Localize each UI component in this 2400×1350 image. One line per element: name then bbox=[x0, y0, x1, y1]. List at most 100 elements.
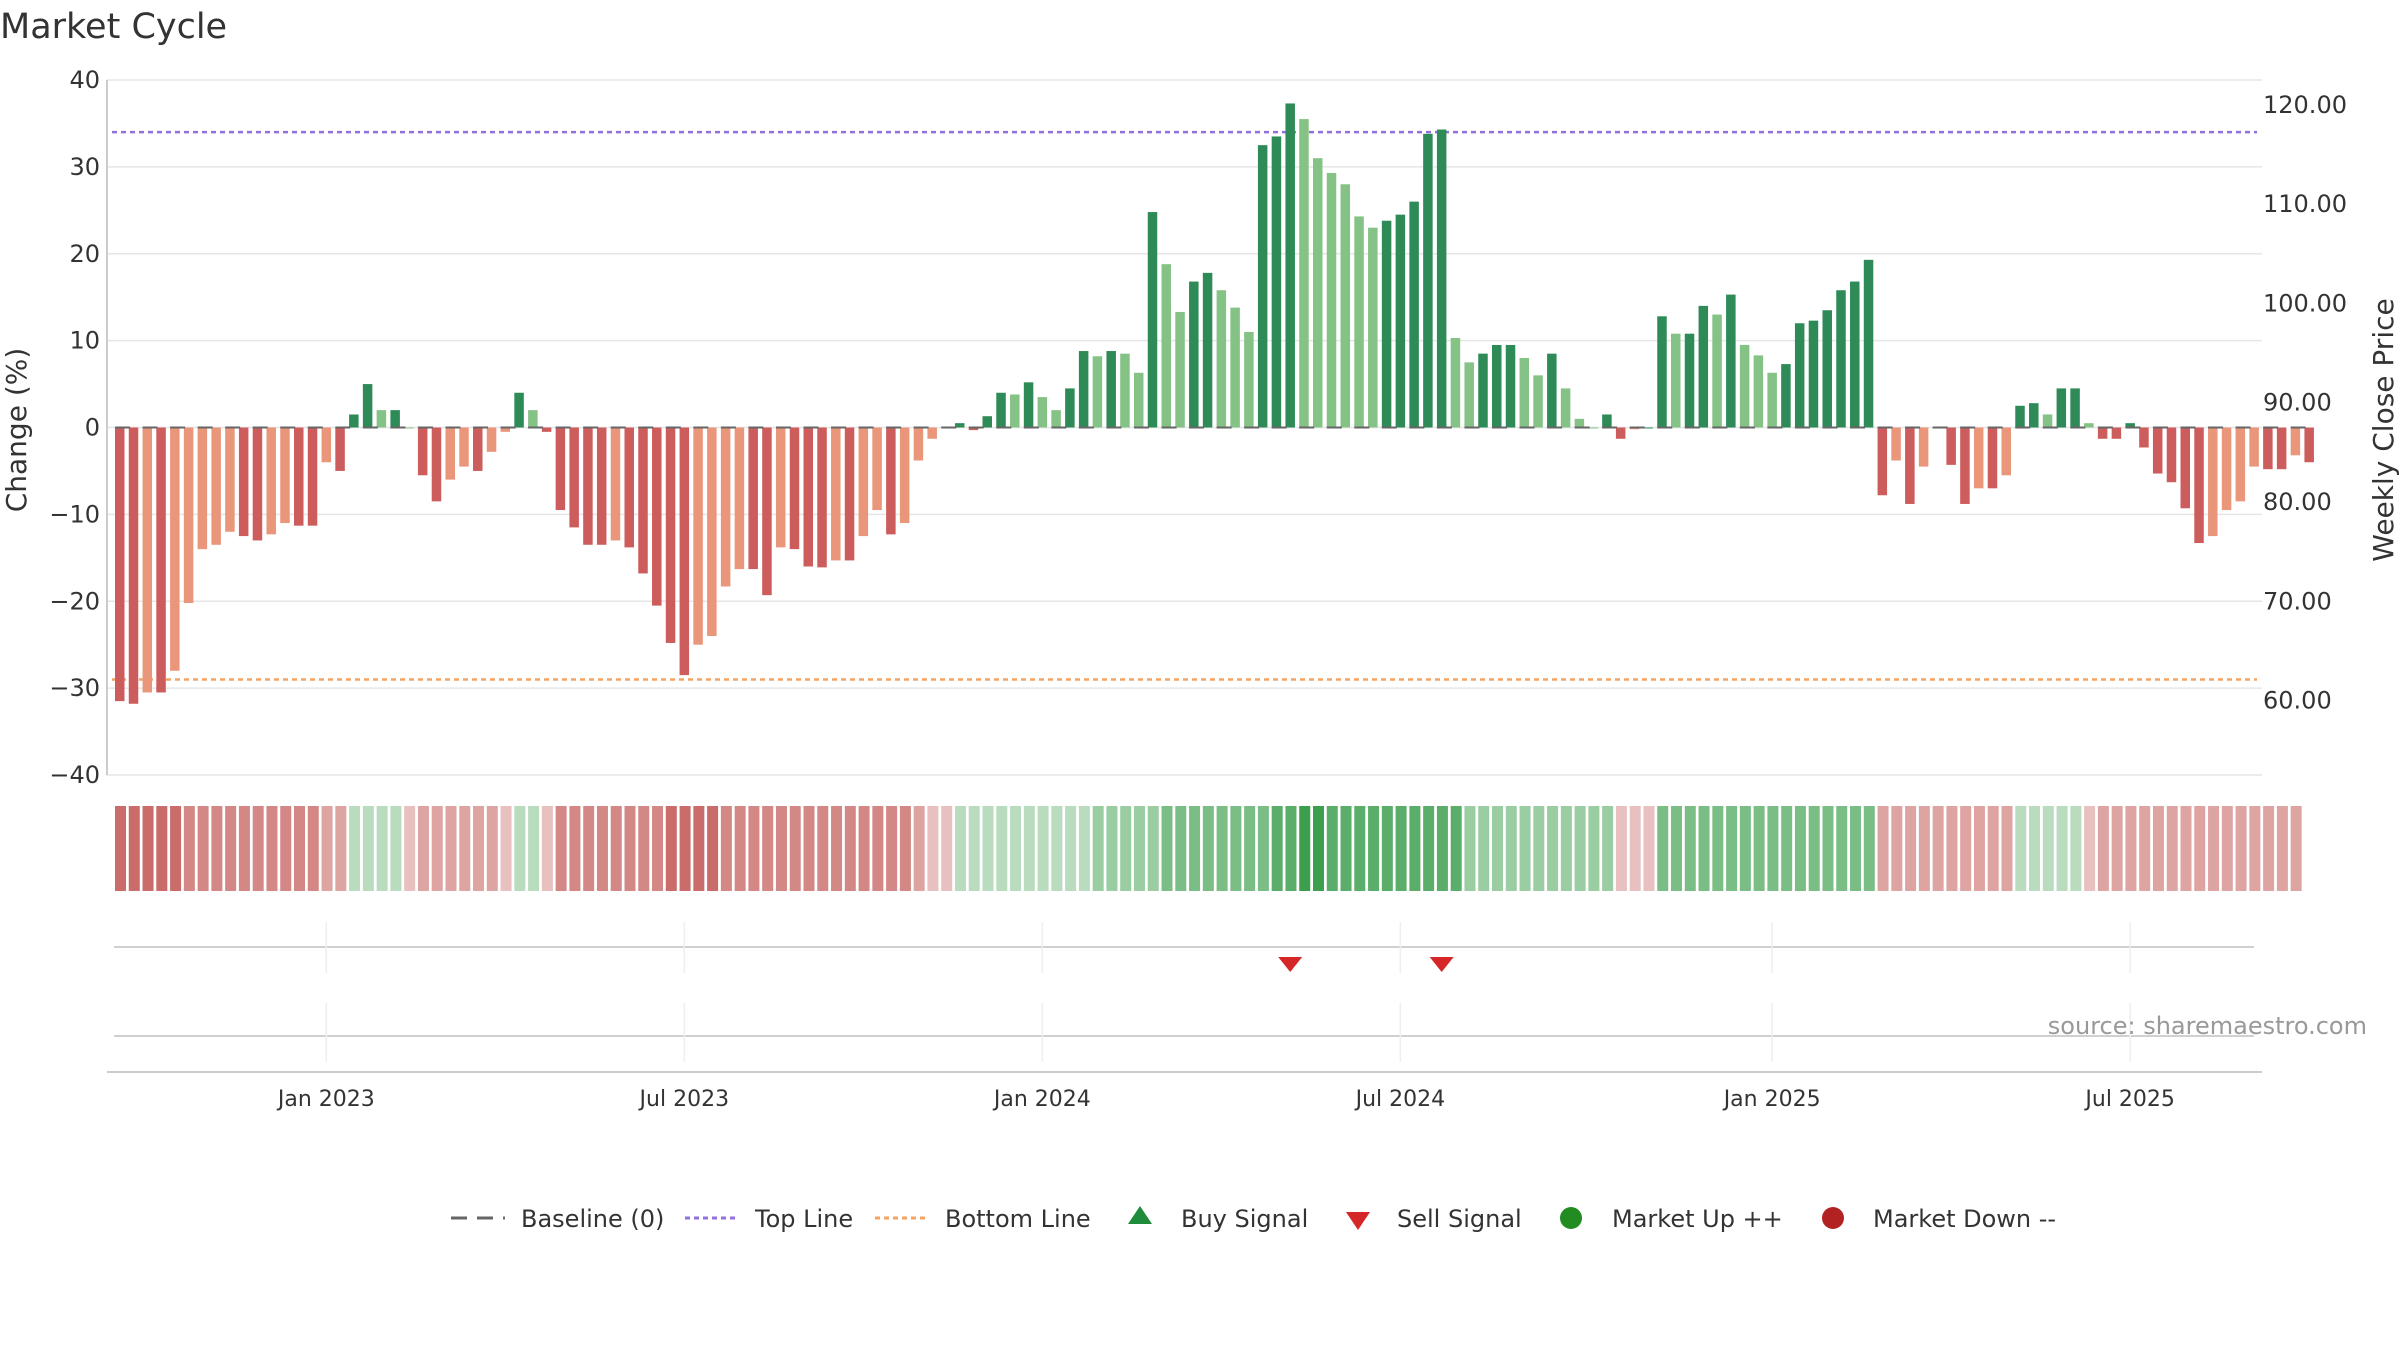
change-bar bbox=[803, 427, 813, 567]
change-bar bbox=[183, 427, 194, 603]
change-bar bbox=[238, 427, 249, 537]
change-bar bbox=[665, 427, 676, 643]
y-axis-ticks: 40 30 20 10 0 −10 −20 −30 −40 bbox=[49, 66, 100, 789]
change-bar bbox=[844, 427, 855, 561]
change-bar bbox=[1863, 259, 1874, 428]
change-bar bbox=[1147, 212, 1158, 428]
heat-cell bbox=[197, 806, 209, 891]
change-bar bbox=[170, 427, 180, 671]
heat-cell bbox=[128, 806, 140, 891]
legend-label-market-up: Market Up ++ bbox=[1612, 1205, 1783, 1233]
change-bar bbox=[1836, 290, 1846, 428]
heat-cell bbox=[886, 806, 898, 891]
change-bar bbox=[1574, 418, 1585, 428]
sell-signal-triangle-icon bbox=[1346, 1212, 1370, 1230]
legend-item-market-down[interactable]: Market Down -- bbox=[1822, 1205, 2056, 1233]
change-bar bbox=[2029, 403, 2039, 428]
heat-cell bbox=[844, 806, 856, 891]
heat-cell bbox=[1244, 806, 1256, 891]
heat-cell bbox=[500, 806, 512, 891]
change-bar bbox=[2084, 423, 2094, 428]
change-bar bbox=[1395, 214, 1406, 428]
legend-item-buy-signal[interactable]: Buy Signal bbox=[1128, 1205, 1308, 1233]
heat-cell bbox=[1602, 806, 1614, 891]
change-bar bbox=[1918, 427, 1929, 467]
heat-cell bbox=[1133, 806, 1145, 891]
heat-cell bbox=[748, 806, 760, 891]
heat-cell bbox=[2056, 806, 2068, 891]
change-bar bbox=[211, 427, 221, 545]
heat-cell bbox=[417, 806, 429, 891]
heat-cell bbox=[1271, 806, 1283, 891]
x-tick-label: Jul 2023 bbox=[638, 1087, 730, 1112]
change-bar bbox=[1106, 351, 1116, 428]
change-bar bbox=[720, 427, 731, 587]
x-tick-label: Jul 2024 bbox=[1354, 1087, 1446, 1112]
y2-tick-label: 110.00 bbox=[2263, 190, 2347, 218]
change-bar bbox=[2304, 427, 2314, 463]
change-bar bbox=[335, 427, 345, 471]
change-bar bbox=[266, 427, 276, 535]
change-bar bbox=[1189, 281, 1199, 428]
heat-cell bbox=[1257, 806, 1269, 891]
change-bar bbox=[1065, 388, 1075, 428]
legend-item-market-up[interactable]: Market Up ++ bbox=[1560, 1205, 1783, 1233]
signal-markers bbox=[1278, 957, 1454, 972]
heat-cell bbox=[528, 806, 540, 891]
heat-cell bbox=[1973, 806, 1985, 891]
change-bar bbox=[2097, 427, 2108, 439]
change-bar bbox=[1560, 388, 1571, 428]
x-tick-label: Jan 2024 bbox=[992, 1087, 1091, 1112]
source-label: source: sharemaestro.com bbox=[2048, 1012, 2367, 1040]
heat-cell bbox=[1189, 806, 1201, 891]
change-bar bbox=[1753, 355, 1764, 428]
heat-cell bbox=[1794, 806, 1806, 891]
change-bar bbox=[2235, 427, 2246, 502]
heat-cell bbox=[762, 806, 774, 891]
heat-cell bbox=[1684, 806, 1696, 891]
heat-cell bbox=[1615, 806, 1627, 891]
y-tick-label: 20 bbox=[69, 240, 100, 268]
heat-cell bbox=[1698, 806, 1710, 891]
market-down-dot-icon bbox=[1822, 1207, 1844, 1229]
change-bar bbox=[2125, 423, 2135, 428]
heat-cell bbox=[2290, 806, 2302, 891]
heat-cell bbox=[1932, 806, 1944, 891]
change-bar bbox=[349, 414, 359, 428]
y-tick-label: −20 bbox=[49, 587, 100, 615]
change-bar bbox=[404, 427, 414, 429]
y-tick-label: 0 bbox=[85, 414, 100, 442]
heat-cell bbox=[858, 806, 870, 891]
change-bar bbox=[1340, 184, 1351, 428]
change-bar bbox=[1436, 129, 1447, 428]
legend-item-bottom-line[interactable]: Bottom Line bbox=[875, 1205, 1091, 1233]
change-bar bbox=[2208, 427, 2218, 537]
x-tick-label: Jan 2023 bbox=[276, 1087, 375, 1112]
change-bar bbox=[693, 427, 703, 645]
change-bar bbox=[1698, 305, 1709, 428]
change-bar bbox=[1987, 427, 1998, 489]
change-bar bbox=[1464, 362, 1474, 428]
heat-cell bbox=[2139, 806, 2151, 891]
change-bar bbox=[624, 427, 634, 548]
change-bar bbox=[2263, 427, 2273, 470]
heat-cell bbox=[693, 806, 705, 891]
legend-item-baseline[interactable]: Baseline (0) bbox=[451, 1205, 664, 1233]
heat-cell bbox=[349, 806, 361, 891]
legend-item-top-line[interactable]: Top Line bbox=[685, 1205, 853, 1233]
heat-cell bbox=[872, 806, 884, 891]
legend-item-sell-signal[interactable]: Sell Signal bbox=[1346, 1205, 1522, 1233]
change-bar bbox=[2001, 427, 2011, 476]
heat-cell bbox=[445, 806, 457, 891]
heat-cell bbox=[1065, 806, 1077, 891]
heat-cell bbox=[1202, 806, 1214, 891]
change-bar bbox=[1657, 316, 1667, 428]
reference-lines bbox=[112, 130, 2257, 681]
legend-label-baseline: Baseline (0) bbox=[521, 1205, 664, 1233]
heat-cell bbox=[913, 806, 925, 891]
heat-cell bbox=[1739, 806, 1751, 891]
change-bar bbox=[1615, 427, 1626, 439]
heat-cell bbox=[1560, 806, 1572, 891]
change-bar bbox=[1891, 427, 1901, 461]
